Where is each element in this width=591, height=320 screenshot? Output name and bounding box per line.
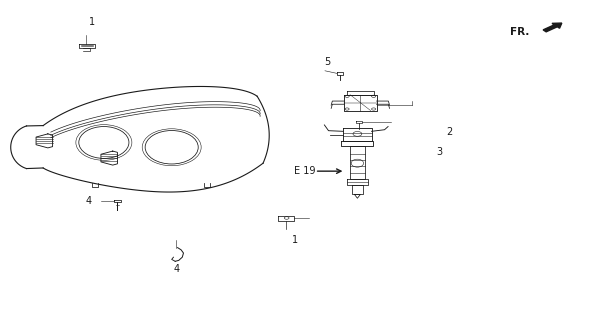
Text: 4: 4 (86, 196, 92, 206)
Text: 4: 4 (173, 264, 180, 274)
Text: E 19: E 19 (294, 166, 316, 176)
Text: 1: 1 (293, 235, 298, 245)
Text: 1: 1 (89, 17, 95, 28)
Text: 5: 5 (324, 57, 331, 67)
Text: 3: 3 (436, 147, 442, 157)
Text: FR.: FR. (510, 27, 530, 37)
Polygon shape (543, 23, 562, 32)
Text: 2: 2 (446, 127, 452, 137)
